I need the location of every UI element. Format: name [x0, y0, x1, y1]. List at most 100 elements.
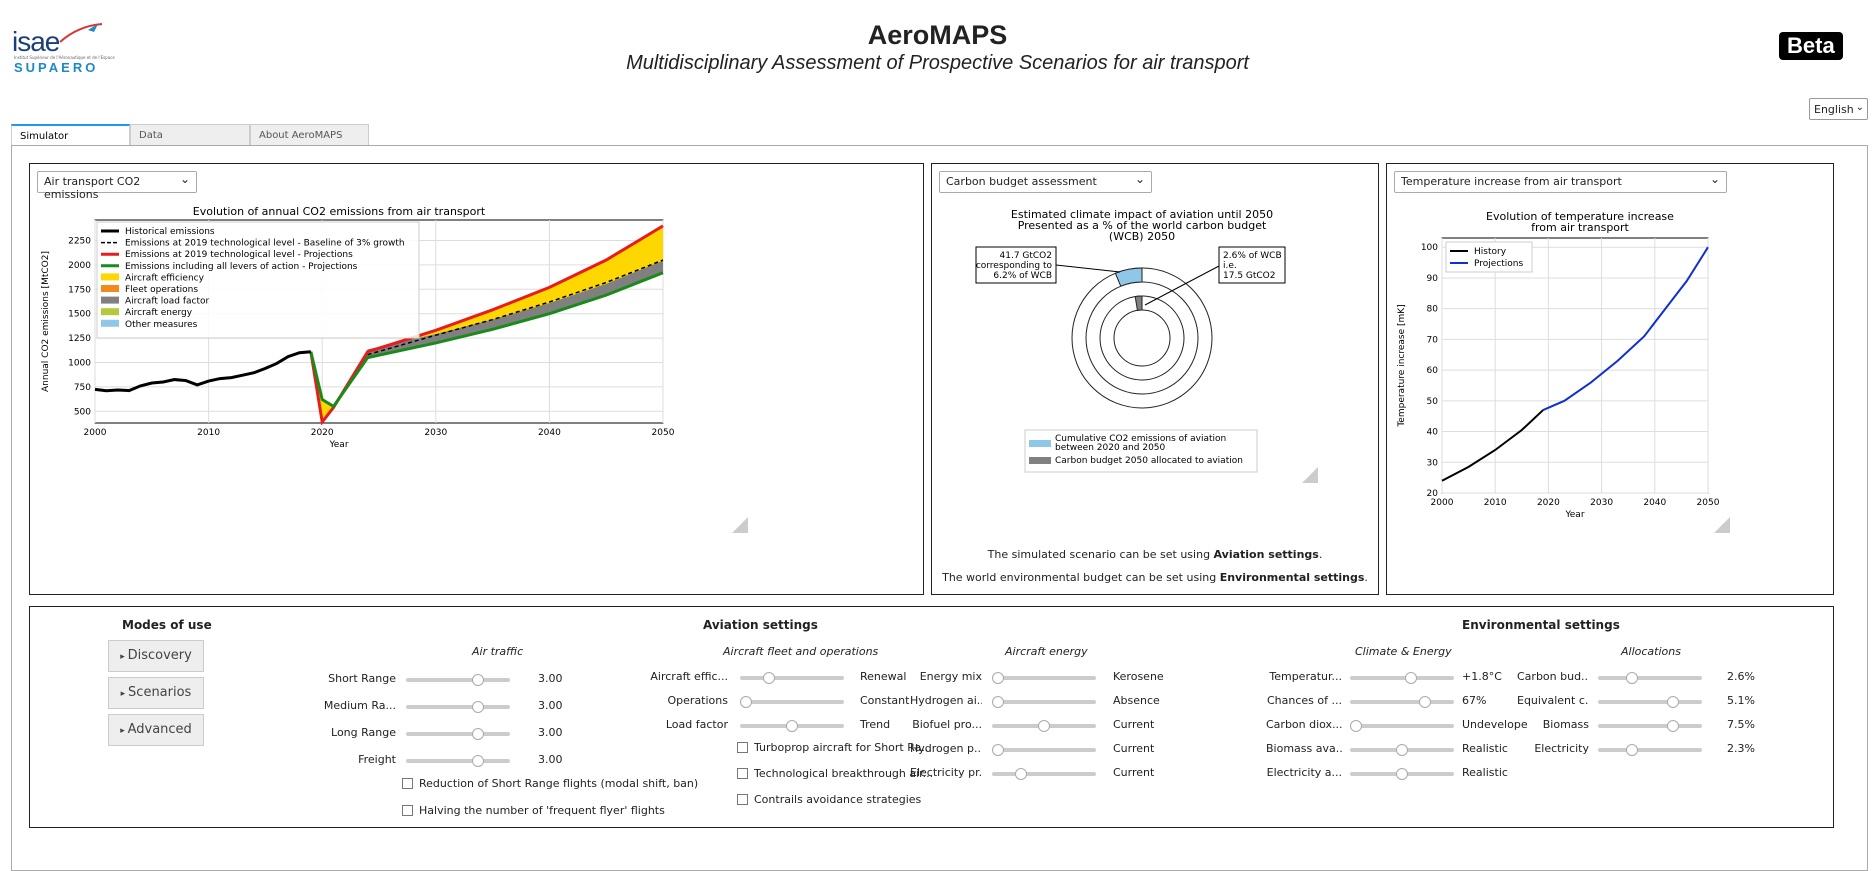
slider-thumb[interactable] [1396, 768, 1408, 780]
chart3-select[interactable]: Temperature increase from air transport [1394, 171, 1727, 193]
setting-value: 2.6% [1727, 670, 1755, 683]
checkbox-turboprop[interactable] [737, 742, 748, 753]
tab-label: About AeroMAPS [259, 130, 343, 141]
annotation-text: corresponding to [976, 261, 1053, 271]
checkbox-contrails[interactable] [737, 794, 748, 805]
chart2-select[interactable]: Carbon budget assessment [939, 171, 1152, 193]
logo-plane-icon [59, 23, 103, 43]
slider-thumb[interactable] [992, 696, 1004, 708]
scenarios-button[interactable]: ▸ Scenarios [108, 677, 204, 709]
y-tick-label: 40 [1427, 428, 1439, 438]
setting-slider[interactable] [1350, 768, 1454, 780]
language-select[interactable]: English ⌄ [1809, 98, 1868, 120]
setting-slider[interactable] [1350, 744, 1454, 756]
setting-value: 5.1% [1727, 694, 1755, 707]
setting-slider[interactable] [406, 674, 510, 686]
setting-slider[interactable] [1598, 672, 1702, 684]
setting-slider[interactable] [406, 728, 510, 740]
slider-thumb[interactable] [1625, 744, 1638, 756]
setting-slider[interactable] [1350, 720, 1454, 732]
chart1-select[interactable]: Air transport CO2 emissions [37, 171, 197, 201]
slider-thumb[interactable] [1667, 720, 1679, 732]
setting-slider[interactable] [992, 744, 1096, 756]
setting-slider[interactable] [992, 672, 1096, 684]
setting-label: Load factor [665, 718, 728, 731]
button-label: Discovery [127, 648, 192, 663]
slider-thumb[interactable] [472, 701, 485, 713]
slider-thumb[interactable] [472, 674, 485, 686]
setting-slider[interactable] [406, 755, 510, 767]
advanced-button[interactable]: ▸ Advanced [108, 714, 204, 746]
legend-label: Aircraft energy [125, 308, 193, 318]
resize-grip-icon[interactable] [730, 515, 750, 535]
y-tick-label: 1500 [68, 310, 91, 320]
slider-thumb[interactable] [1350, 720, 1362, 732]
chart2-select-value: Carbon budget assessment [946, 175, 1097, 188]
y-tick-label: 20 [1427, 489, 1439, 499]
setting-slider[interactable] [1350, 696, 1454, 708]
slider-thumb[interactable] [1015, 768, 1027, 780]
climate-heading: Climate & Energy [1355, 645, 1452, 658]
slider-thumb[interactable] [786, 720, 798, 732]
checkbox-modal-shift[interactable] [402, 778, 413, 789]
slider-thumb[interactable] [763, 672, 775, 684]
projection-series [309, 224, 664, 426]
y-axis-label: Annual CO2 emissions [MtCO2] [41, 251, 51, 392]
setting-slider[interactable] [1598, 744, 1702, 756]
y-tick-label: 30 [1427, 458, 1439, 468]
tab-simulator[interactable]: Simulator [11, 124, 130, 146]
setting-slider[interactable] [1598, 720, 1702, 732]
slider-thumb[interactable] [740, 696, 752, 708]
app-title: AeroMAPS [867, 20, 1008, 50]
slider-thumb[interactable] [472, 728, 485, 740]
legend-swatch [101, 319, 119, 327]
setting-value: Absence [1113, 694, 1160, 707]
checkbox-label: Reduction of Short Range flights (modal … [419, 777, 699, 790]
baseline-series [367, 259, 664, 356]
legend-label: Cumulative CO2 emissions of aviation [1055, 434, 1226, 444]
setting-value: Realistic [1462, 766, 1508, 779]
button-label: Advanced [127, 722, 192, 737]
tab-data[interactable]: Data [130, 124, 250, 146]
y-tick-label: 1750 [68, 285, 91, 295]
legend-label: Aircraft load factor [125, 297, 209, 307]
setting-slider[interactable] [406, 701, 510, 713]
legend-label: Emissions including all levers of action… [125, 262, 358, 272]
slider-thumb[interactable] [1396, 744, 1408, 756]
setting-slider[interactable] [992, 768, 1096, 780]
aviation-emissions-slice [1114, 267, 1143, 287]
resize-grip-icon[interactable] [1300, 465, 1320, 485]
setting-slider[interactable] [740, 672, 844, 684]
legend-label: Aircraft efficiency [125, 273, 205, 283]
annotation-text: 17.5 GtCO2 [1223, 271, 1276, 281]
setting-label: Biomass [1542, 718, 1589, 731]
y-tick-label: 80 [1427, 305, 1439, 315]
slider-thumb[interactable] [1667, 696, 1679, 708]
temperature-series [1542, 246, 1709, 411]
setting-slider[interactable] [1598, 696, 1702, 708]
slider-thumb[interactable] [1625, 672, 1638, 684]
chart3-select-value: Temperature increase from air transport [1401, 175, 1622, 188]
checkbox-frequent-flyer[interactable] [402, 805, 413, 816]
setting-label: Biofuel pro... [912, 718, 982, 731]
legend-box [1024, 429, 1258, 473]
setting-slider[interactable] [740, 720, 844, 732]
tab-about[interactable]: About AeroMAPS [250, 124, 369, 146]
setting-slider[interactable] [992, 696, 1096, 708]
slider-thumb[interactable] [1038, 720, 1050, 732]
slider-thumb[interactable] [992, 744, 1004, 756]
historical-series [94, 350, 311, 393]
setting-slider[interactable] [992, 720, 1096, 732]
resize-grip-icon[interactable] [1712, 515, 1732, 535]
tab-label: Simulator [20, 131, 69, 142]
setting-slider[interactable] [740, 696, 844, 708]
setting-slider[interactable] [1350, 672, 1454, 684]
slider-thumb[interactable] [472, 755, 485, 767]
discovery-button[interactable]: ▸ Discovery [108, 640, 204, 672]
y-tick-label: 750 [74, 383, 91, 393]
setting-label: Hydrogen ai... [910, 694, 982, 707]
checkbox-tech-breakthrough[interactable] [737, 768, 748, 779]
slider-thumb[interactable] [1419, 696, 1431, 708]
slider-thumb[interactable] [1405, 672, 1418, 684]
slider-thumb[interactable] [992, 672, 1004, 684]
